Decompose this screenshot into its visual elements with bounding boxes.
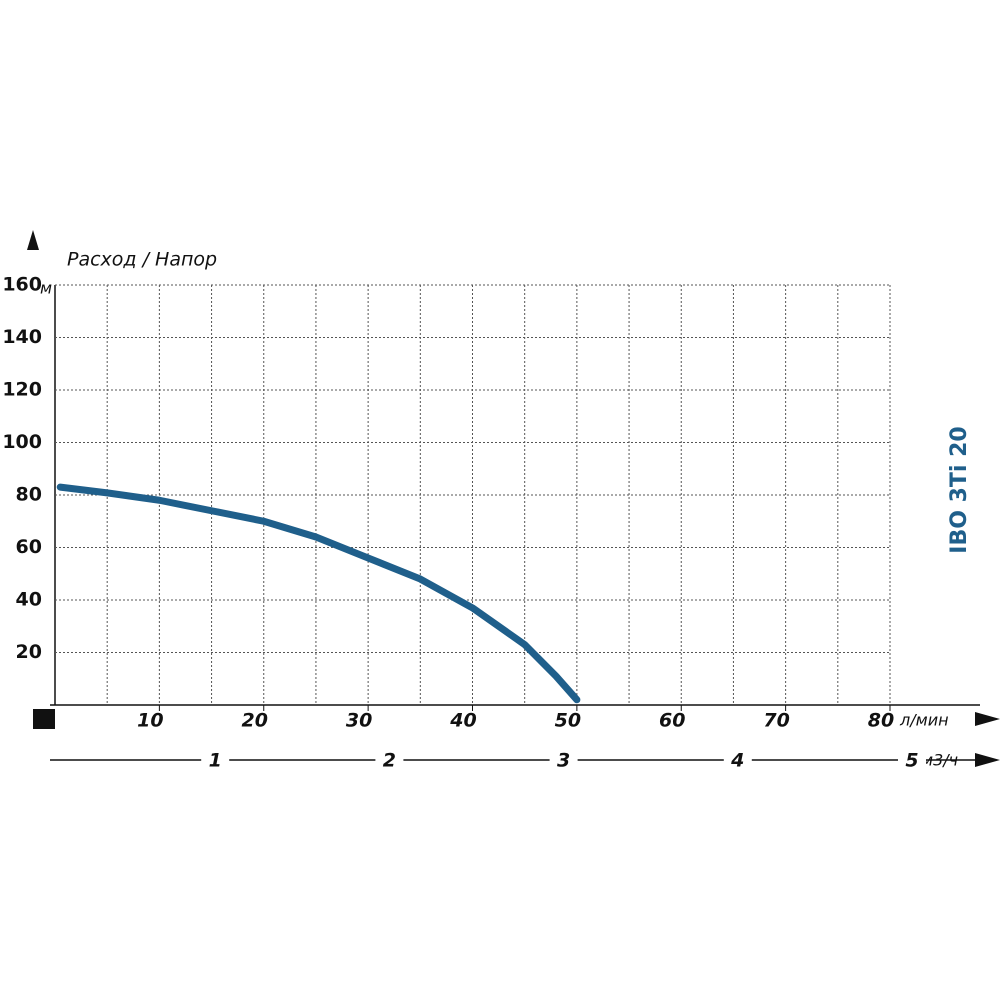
y-tick-label: 120 [2, 379, 42, 401]
y-tick-label: 80 [16, 484, 42, 506]
curve [56, 483, 581, 704]
x2-tick-label: 2 [383, 750, 396, 772]
axis-label: Расход / Напор [67, 249, 217, 271]
x-tick-label: 50 [555, 710, 581, 732]
origin-marker [33, 709, 55, 729]
x-tick-label: 80 [868, 710, 894, 732]
x2-tick-gap [375, 750, 404, 770]
x2-tick-label: 4 [730, 750, 744, 772]
y-tick-label: 20 [16, 641, 42, 663]
x2-axis-arrow [975, 753, 1000, 767]
y-unit: м [40, 279, 52, 298]
x2-tick-label: 1 [209, 750, 222, 772]
y-tick-label: 60 [16, 536, 42, 558]
x2-tick-gap [898, 750, 926, 770]
x2-tick-gap [201, 750, 230, 770]
x2-tick-gap [723, 750, 752, 770]
x-tick-label: 20 [242, 710, 268, 732]
x2-tick-gap [549, 750, 578, 770]
y-tick-label: 100 [2, 431, 42, 453]
x-tick-label: 60 [659, 710, 685, 732]
x2-tick-label: 3 [557, 750, 570, 772]
x-tick-label: 30 [346, 710, 372, 732]
y-tick-label: 160 [2, 274, 42, 296]
y-axis-arrow [27, 230, 39, 250]
chart-title: IBO 3Ti 20 [947, 426, 972, 553]
x-tick-label: 40 [449, 710, 476, 732]
x-axis-arrow [975, 712, 1000, 726]
y-tick-label: 40 [16, 589, 42, 611]
x-tick-label: 10 [137, 710, 163, 732]
y-tick-label: 140 [2, 326, 42, 348]
x-unit: л/мин [899, 711, 949, 730]
x2-tick-label: 5 [905, 750, 918, 772]
x-tick-label: 70 [763, 710, 789, 732]
